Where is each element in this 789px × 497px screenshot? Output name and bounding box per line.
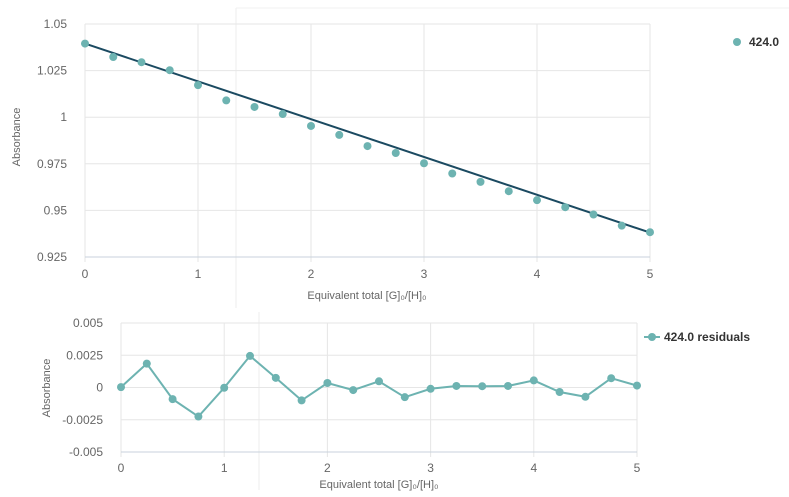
resid-x-axis-label: Equivalent total [G]₀/[H]₀: [319, 479, 438, 491]
resid-x-tick-label: 1: [221, 461, 228, 475]
resid-y-tick-label: 0.0025: [66, 348, 103, 362]
main-data-point[interactable]: [194, 81, 202, 90]
resid-data-point[interactable]: [607, 374, 616, 383]
resid-legend-marker: [648, 333, 656, 341]
fit-line: [84, 42, 651, 234]
main-x-tick-label: 0: [82, 267, 89, 281]
main-x-tick-label: 5: [647, 267, 654, 281]
resid-data-point[interactable]: [375, 377, 383, 386]
resid-y-tick-label: -0.005: [69, 445, 103, 459]
main-data-point[interactable]: [589, 210, 598, 219]
resid-x-tick-label: 4: [530, 461, 537, 475]
resid-x-tick-label: 5: [634, 461, 641, 475]
main-data-point[interactable]: [391, 148, 400, 157]
main-data-point[interactable]: [109, 52, 118, 61]
main-x-axis-label: Equivalent total [G]₀/[H]₀: [307, 290, 426, 302]
resid-data-point[interactable]: [194, 412, 203, 421]
resid-data-point[interactable]: [142, 359, 151, 368]
absorbance-chart: 0 1 2 3 4 5 0.925 0.95 0.975 1 1.025 1.05 424.0 Eq…: [11, 17, 779, 302]
resid-data-point[interactable]: [349, 386, 358, 395]
resid-data-point[interactable]: [220, 383, 229, 392]
main-y-tick-label: 0.95: [44, 203, 68, 217]
resid-data-point[interactable]: [452, 381, 461, 390]
main-data-point[interactable]: [222, 96, 231, 105]
main-x-tick-label: 3: [421, 267, 428, 281]
resid-x-tick-label: 0: [118, 461, 125, 475]
main-data-point[interactable]: [165, 66, 174, 75]
resid-y-tick-label: 0: [96, 381, 103, 395]
main-data-point[interactable]: [278, 110, 287, 119]
resid-data-point[interactable]: [117, 383, 125, 392]
main-legend-label: 424.0: [749, 35, 779, 49]
resid-data-point[interactable]: [168, 395, 177, 404]
main-x-tick-label: 4: [534, 267, 541, 281]
main-data-point[interactable]: [137, 58, 146, 67]
main-data-point[interactable]: [533, 196, 541, 205]
resid-x-tick-label: 2: [324, 461, 331, 475]
main-y-tick-label: 1: [60, 110, 67, 124]
residuals-chart: 0 1 2 3 4 5 -0.005 -0.0025 0 0.0025 0.005 424.0 r…: [41, 316, 750, 491]
resid-data-point[interactable]: [246, 351, 254, 360]
main-y-tick-label: 0.975: [37, 157, 67, 171]
main-data-point[interactable]: [646, 228, 654, 237]
main-data-point[interactable]: [335, 130, 344, 139]
main-data-point[interactable]: [561, 203, 570, 212]
resid-x-tick-label: 3: [427, 461, 434, 475]
resid-data-point[interactable]: [504, 381, 512, 390]
main-data-point[interactable]: [81, 39, 89, 48]
resid-legend-item[interactable]: 424.0 residuals: [644, 330, 750, 344]
resid-data-point[interactable]: [478, 382, 487, 391]
resid-data-point[interactable]: [271, 373, 280, 382]
resid-data-point[interactable]: [529, 376, 538, 385]
resid-y-tick-label: 0.005: [73, 316, 103, 330]
main-data-point[interactable]: [476, 177, 485, 186]
main-data-point[interactable]: [504, 187, 513, 196]
main-data-point[interactable]: [420, 159, 428, 168]
main-y-tick-label: 1.025: [37, 64, 67, 78]
resid-legend-label: 424.0 residuals: [664, 330, 750, 344]
main-data-point[interactable]: [617, 221, 626, 230]
resid-y-axis-label: Absorbance: [41, 359, 53, 418]
resid-data-point[interactable]: [297, 396, 306, 405]
residuals-series-line: [120, 354, 638, 418]
resid-y-tick-label: -0.0025: [62, 413, 103, 427]
main-data-point[interactable]: [250, 102, 259, 111]
main-data-point[interactable]: [448, 169, 457, 178]
resid-data-point[interactable]: [323, 378, 332, 387]
main-y-tick-label: 0.925: [37, 250, 67, 264]
main-data-point[interactable]: [307, 121, 315, 130]
main-legend-item[interactable]: 424.0: [733, 35, 779, 49]
main-x-tick-label: 2: [308, 267, 315, 281]
resid-data-point[interactable]: [555, 388, 564, 397]
main-legend-marker: [733, 38, 741, 46]
resid-data-point[interactable]: [426, 384, 435, 393]
main-y-axis-label: Absorbance: [11, 108, 23, 167]
resid-data-point[interactable]: [633, 381, 641, 390]
resid-data-point[interactable]: [400, 393, 409, 402]
main-y-tick-label: 1.05: [44, 17, 68, 31]
main-x-tick-label: 1: [195, 267, 202, 281]
main-data-point[interactable]: [363, 142, 372, 151]
resid-data-point[interactable]: [581, 392, 590, 401]
